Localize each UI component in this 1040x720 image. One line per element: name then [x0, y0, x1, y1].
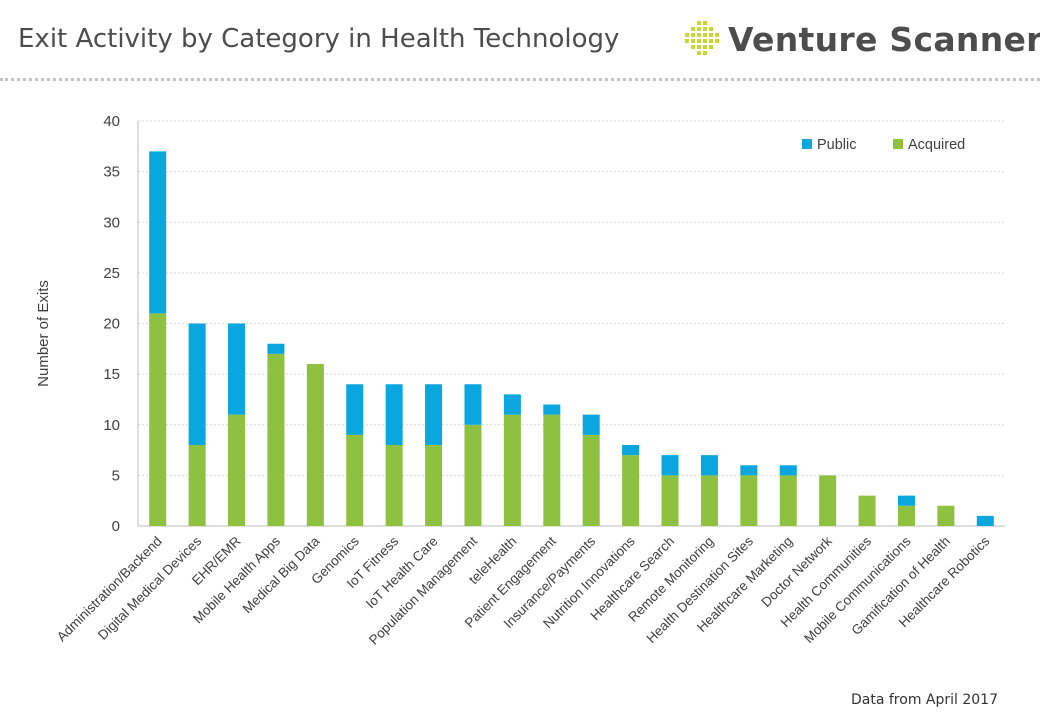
y-axis-title: Number of Exits	[35, 280, 52, 387]
bar-public	[385, 384, 403, 445]
y-tick-label: 40	[103, 113, 120, 130]
bar-acquired	[503, 414, 521, 526]
bar-acquired	[779, 475, 797, 526]
y-tick-label: 10	[103, 417, 120, 434]
y-tick-label: 35	[103, 164, 120, 181]
y-tick-label: 20	[103, 316, 120, 333]
bar-public	[622, 445, 640, 456]
header-divider	[0, 78, 1040, 81]
bar-acquired	[661, 475, 679, 526]
chart-title: Exit Activity by Category in Health Tech…	[18, 24, 620, 54]
data-source-note: Data from April 2017	[851, 692, 998, 708]
bar-public	[503, 394, 521, 415]
legend-label: Public	[817, 137, 857, 153]
bar-public	[700, 455, 718, 476]
bar-acquired	[346, 434, 364, 526]
bar-acquired	[267, 353, 285, 526]
bar-public	[976, 515, 994, 526]
bar-public	[582, 414, 600, 435]
bar-acquired	[858, 495, 876, 526]
brand-name: Venture Scanner	[728, 20, 1040, 59]
x-tick-label: Doctor Network	[758, 533, 835, 610]
bar-public	[740, 465, 758, 476]
bar-acquired	[937, 505, 955, 526]
y-tick-label: 0	[112, 518, 120, 535]
x-tick-label: IoT Health Care	[363, 534, 441, 612]
bar-public	[346, 384, 364, 435]
bar-acquired	[188, 445, 206, 526]
bar-acquired	[582, 434, 600, 526]
bar-acquired	[149, 313, 167, 526]
bar-acquired	[897, 505, 915, 526]
bar-public	[464, 384, 482, 425]
bar-acquired	[700, 475, 718, 526]
bar-acquired	[740, 475, 758, 526]
bar-public	[188, 323, 206, 445]
bar-acquired	[543, 414, 561, 526]
bar-acquired	[385, 445, 403, 526]
y-tick-label: 15	[103, 366, 120, 383]
bar-acquired	[425, 445, 443, 526]
bar-public	[779, 465, 797, 476]
bar-public	[543, 404, 561, 415]
bar-acquired	[228, 414, 246, 526]
grid-logo-icon	[685, 21, 719, 55]
legend-swatch	[893, 139, 903, 149]
bar-acquired	[622, 455, 640, 526]
bar-public	[425, 384, 443, 445]
bar-public	[228, 323, 246, 415]
y-tick-label: 25	[103, 265, 120, 282]
legend-label: Acquired	[908, 137, 965, 153]
bar-acquired	[306, 364, 324, 526]
bar-public	[149, 151, 167, 314]
bar-public	[661, 455, 679, 476]
bar-public	[267, 343, 285, 354]
legend-swatch	[802, 139, 812, 149]
bar-public	[897, 495, 915, 506]
y-tick-label: 5	[112, 467, 120, 484]
y-tick-label: 30	[103, 214, 120, 231]
bar-acquired	[464, 424, 482, 526]
bar-acquired	[819, 475, 837, 526]
